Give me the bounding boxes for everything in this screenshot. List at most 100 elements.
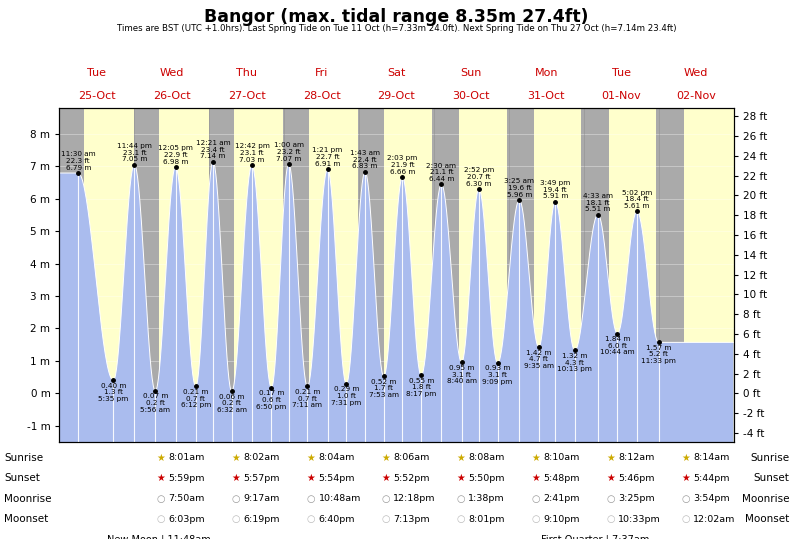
Text: ○: ○ bbox=[232, 514, 240, 524]
Text: 1:38pm: 1:38pm bbox=[468, 494, 505, 503]
Text: 8:08am: 8:08am bbox=[468, 453, 504, 462]
Text: 5:50pm: 5:50pm bbox=[468, 474, 504, 482]
Text: ○: ○ bbox=[607, 494, 615, 503]
Text: Wed: Wed bbox=[159, 68, 184, 78]
Text: ○: ○ bbox=[232, 494, 240, 503]
Bar bbox=[235, 108, 283, 442]
Text: 2:41pm: 2:41pm bbox=[543, 494, 580, 503]
Text: 3:25 am
19.6 ft
5.96 m: 3:25 am 19.6 ft 5.96 m bbox=[504, 178, 534, 198]
Text: 2:30 am
21.1 ft
6.44 m: 2:30 am 21.1 ft 6.44 m bbox=[427, 163, 457, 182]
Text: Moonrise: Moonrise bbox=[4, 494, 52, 503]
Text: ○: ○ bbox=[457, 514, 465, 524]
Text: 12:05 pm
22.9 ft
6.98 m: 12:05 pm 22.9 ft 6.98 m bbox=[158, 145, 193, 164]
Text: Wed: Wed bbox=[684, 68, 708, 78]
Text: ○: ○ bbox=[607, 514, 615, 524]
Text: ★: ★ bbox=[606, 453, 615, 462]
Text: 10:48am: 10:48am bbox=[319, 494, 361, 503]
Text: 29-Oct: 29-Oct bbox=[377, 91, 416, 101]
Text: ○: ○ bbox=[381, 494, 390, 503]
Text: 8:10am: 8:10am bbox=[543, 453, 580, 462]
Text: 6:03pm: 6:03pm bbox=[169, 515, 205, 523]
Text: 12:18pm: 12:18pm bbox=[393, 494, 436, 503]
Bar bbox=[459, 108, 507, 442]
Text: ★: ★ bbox=[606, 473, 615, 483]
Text: 31-Oct: 31-Oct bbox=[527, 91, 565, 101]
Text: 25-Oct: 25-Oct bbox=[78, 91, 116, 101]
Text: 0.29 m
1.0 ft
7:31 pm: 0.29 m 1.0 ft 7:31 pm bbox=[331, 386, 362, 406]
Text: Sunrise: Sunrise bbox=[750, 453, 789, 462]
Text: 0.52 m
1.7 ft
7:53 am: 0.52 m 1.7 ft 7:53 am bbox=[369, 379, 399, 398]
Text: ★: ★ bbox=[381, 453, 390, 462]
Text: 6:19pm: 6:19pm bbox=[243, 515, 280, 523]
Text: ○: ○ bbox=[681, 494, 690, 503]
Text: Tue: Tue bbox=[611, 68, 630, 78]
Text: Bangor (max. tidal range 8.35m 27.4ft): Bangor (max. tidal range 8.35m 27.4ft) bbox=[205, 8, 588, 26]
Text: 0.55 m
1.8 ft
8:17 pm: 0.55 m 1.8 ft 8:17 pm bbox=[406, 378, 436, 397]
Text: ○: ○ bbox=[157, 494, 166, 503]
Text: 8:04am: 8:04am bbox=[319, 453, 354, 462]
Text: Times are BST (UTC +1.0hrs). Last Spring Tide on Tue 11 Oct (h=7.33m 24.0ft). Ne: Times are BST (UTC +1.0hrs). Last Spring… bbox=[117, 24, 676, 33]
Text: 4:33 am
18.1 ft
5.51 m: 4:33 am 18.1 ft 5.51 m bbox=[583, 193, 613, 212]
Text: Thu: Thu bbox=[236, 68, 257, 78]
Text: 8:14am: 8:14am bbox=[693, 453, 730, 462]
Text: 10:33pm: 10:33pm bbox=[618, 515, 661, 523]
Text: ○: ○ bbox=[157, 514, 166, 524]
Text: Sun: Sun bbox=[461, 68, 482, 78]
Text: First Quarter | 7:37am: First Quarter | 7:37am bbox=[541, 534, 649, 539]
Text: Sat: Sat bbox=[387, 68, 406, 78]
Text: Moonrise: Moonrise bbox=[741, 494, 789, 503]
Text: Sunset: Sunset bbox=[4, 473, 40, 483]
Text: 0.40 m
1.3 ft
5:35 pm: 0.40 m 1.3 ft 5:35 pm bbox=[98, 383, 128, 402]
Text: 6:40pm: 6:40pm bbox=[319, 515, 355, 523]
Text: 8:06am: 8:06am bbox=[393, 453, 430, 462]
Text: 5:02 pm
18.4 ft
5.61 m: 5:02 pm 18.4 ft 5.61 m bbox=[622, 190, 652, 209]
Text: ○: ○ bbox=[531, 514, 540, 524]
Text: Mon: Mon bbox=[534, 68, 558, 78]
Text: 0.95 m
3.1 ft
8:40 am: 0.95 m 3.1 ft 8:40 am bbox=[446, 365, 477, 384]
Text: ★: ★ bbox=[456, 453, 465, 462]
Text: ○: ○ bbox=[307, 494, 316, 503]
Text: ★: ★ bbox=[681, 473, 690, 483]
Text: ○: ○ bbox=[681, 514, 690, 524]
Text: 02-Nov: 02-Nov bbox=[676, 91, 716, 101]
Text: 12:02am: 12:02am bbox=[693, 515, 735, 523]
Text: 0.93 m
3.1 ft
9:09 pm: 0.93 m 3.1 ft 9:09 pm bbox=[482, 365, 513, 385]
Text: 0.07 m
0.2 ft
5:56 am: 0.07 m 0.2 ft 5:56 am bbox=[140, 393, 170, 413]
Text: 01-Nov: 01-Nov bbox=[601, 91, 641, 101]
Text: 1.57 m
5.2 ft
11:33 pm: 1.57 m 5.2 ft 11:33 pm bbox=[642, 344, 676, 364]
Text: Fri: Fri bbox=[315, 68, 328, 78]
Text: 5:59pm: 5:59pm bbox=[169, 474, 205, 482]
Text: 5:54pm: 5:54pm bbox=[319, 474, 355, 482]
Text: 26-Oct: 26-Oct bbox=[153, 91, 190, 101]
Text: ○: ○ bbox=[307, 514, 316, 524]
Text: 1:21 pm
22.7 ft
6.91 m: 1:21 pm 22.7 ft 6.91 m bbox=[312, 147, 343, 167]
Text: 0.21 m
0.7 ft
6:12 pm: 0.21 m 0.7 ft 6:12 pm bbox=[181, 389, 211, 408]
Text: ○: ○ bbox=[531, 494, 540, 503]
Text: 1.42 m
4.7 ft
9:35 am: 1.42 m 4.7 ft 9:35 am bbox=[524, 349, 554, 369]
Text: 2:03 pm
21.9 ft
6.66 m: 2:03 pm 21.9 ft 6.66 m bbox=[387, 155, 418, 175]
Text: 9:10pm: 9:10pm bbox=[543, 515, 580, 523]
Text: 12:42 pm
23.1 ft
7.03 m: 12:42 pm 23.1 ft 7.03 m bbox=[235, 143, 270, 163]
Text: Moonset: Moonset bbox=[4, 514, 48, 524]
Text: Sunrise: Sunrise bbox=[4, 453, 43, 462]
Text: ★: ★ bbox=[531, 453, 540, 462]
Text: 5:48pm: 5:48pm bbox=[543, 474, 580, 482]
Text: 3:25pm: 3:25pm bbox=[618, 494, 655, 503]
Bar bbox=[85, 108, 134, 442]
Text: 2:52 pm
20.7 ft
6.30 m: 2:52 pm 20.7 ft 6.30 m bbox=[464, 167, 494, 186]
Bar bbox=[534, 108, 581, 442]
Text: ★: ★ bbox=[307, 473, 316, 483]
Text: 1.32 m
4.3 ft
10:13 pm: 1.32 m 4.3 ft 10:13 pm bbox=[557, 353, 592, 372]
Text: 3:54pm: 3:54pm bbox=[693, 494, 730, 503]
Text: 5:46pm: 5:46pm bbox=[618, 474, 654, 482]
Text: ★: ★ bbox=[531, 473, 540, 483]
Text: 5:52pm: 5:52pm bbox=[393, 474, 430, 482]
Text: 0.06 m
0.2 ft
6:32 am: 0.06 m 0.2 ft 6:32 am bbox=[216, 393, 247, 413]
Text: ★: ★ bbox=[232, 473, 240, 483]
Text: ★: ★ bbox=[681, 453, 690, 462]
Text: 28-Oct: 28-Oct bbox=[303, 91, 340, 101]
Bar bbox=[159, 108, 209, 442]
Text: New Moon | 11:48am: New Moon | 11:48am bbox=[107, 534, 210, 539]
Text: 12:21 am
23.4 ft
7.14 m: 12:21 am 23.4 ft 7.14 m bbox=[196, 140, 230, 160]
Text: 7:50am: 7:50am bbox=[169, 494, 205, 503]
